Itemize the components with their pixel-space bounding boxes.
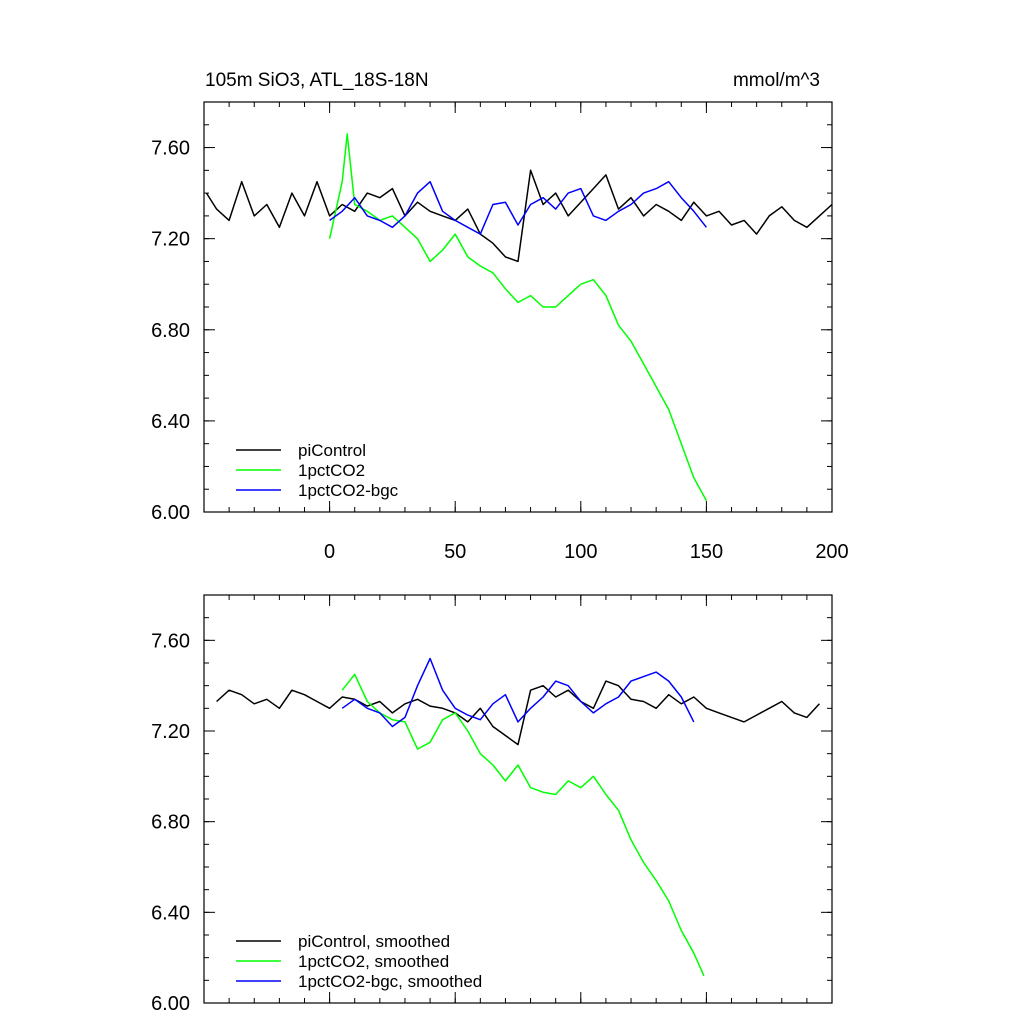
y-tick-label: 7.60: [151, 138, 190, 160]
plot-area-top: [205, 133, 833, 501]
legend-label: 1pctCO2-bgc: [298, 481, 399, 500]
x-tick-label: 150: [690, 541, 723, 563]
legend-label: piControl: [298, 441, 366, 460]
chart-units: mmol/m^3: [733, 70, 820, 91]
legend-label: 1pctCO2-bgc, smoothed: [298, 972, 482, 991]
y-tick-label: 6.40: [151, 902, 190, 924]
series-line-0: [205, 169, 833, 263]
series-line-1: [328, 133, 708, 501]
y-tick-label: 6.00: [151, 502, 190, 524]
x-tick-label: 200: [815, 541, 848, 563]
legend-label: 1pctCO2: [298, 461, 365, 480]
x-tick-label: 0: [324, 541, 335, 563]
legend-label: piControl, smoothed: [298, 932, 450, 951]
y-tick-label: 6.80: [151, 812, 190, 834]
series-line-1: [341, 673, 705, 977]
panel-top: 105m SiO3, ATL_18S-18N mmol/m^3 6.00 6.40…: [151, 70, 849, 563]
axes-bottom: 6.00 6.40 6.80 7.20 7.60: [151, 594, 833, 1015]
panel-bottom: 6.00 6.40 6.80 7.20 7.60 piControl, smoothed…: [151, 594, 833, 1015]
plot-area-bottom: [216, 657, 820, 977]
y-tick-label: 7.60: [151, 630, 190, 652]
series-line-2: [329, 180, 707, 235]
series-line-2: [341, 657, 695, 728]
y-tick-label: 7.20: [151, 229, 190, 251]
y-tick-label: 6.80: [151, 320, 190, 342]
axes-top: 6.00 6.40 6.80 7.20 7.60 0 50 100 150 200: [151, 101, 849, 563]
y-tick-label: 7.20: [151, 721, 190, 743]
chart-title: 105m SiO3, ATL_18S-18N: [205, 70, 429, 91]
y-tick-label: 6.40: [151, 411, 190, 433]
series-line-0: [216, 680, 820, 746]
x-tick-label: 100: [564, 541, 597, 563]
x-tick-label: 50: [444, 541, 466, 563]
legend-label: 1pctCO2, smoothed: [298, 952, 449, 971]
y-tick-label: 6.00: [151, 993, 190, 1015]
